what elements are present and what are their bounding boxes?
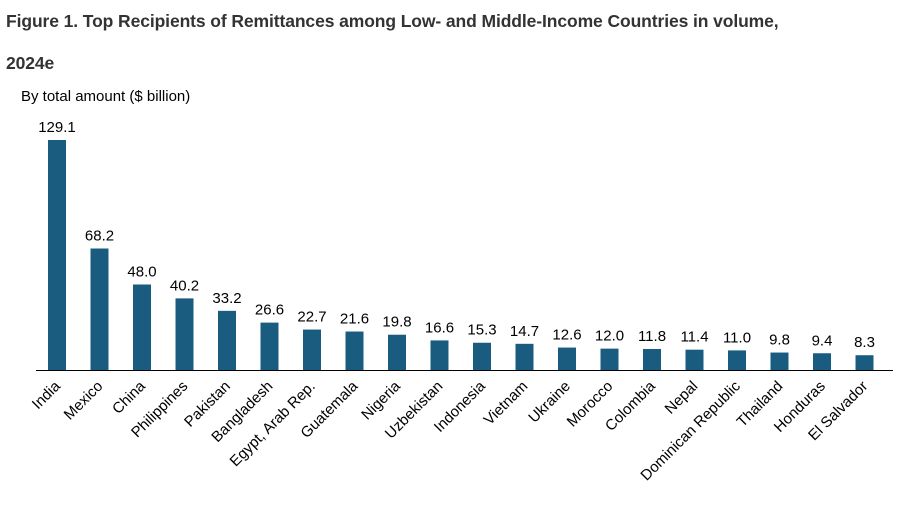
bar-vietnam bbox=[515, 343, 534, 370]
category-label: China bbox=[109, 377, 149, 417]
value-labels-group: 129.1 68.2 48.0 40.2 33.2 26.6 22.7 21.6 19.8 16.… bbox=[38, 119, 875, 351]
bar-guatemala bbox=[345, 331, 364, 370]
category-label: India bbox=[29, 377, 64, 412]
bars-group bbox=[48, 140, 874, 370]
bar-bangladesh bbox=[260, 322, 279, 370]
bar-morocco bbox=[600, 348, 619, 370]
value-label: 48.0 bbox=[127, 263, 156, 280]
bar-ukraine bbox=[558, 347, 576, 370]
bar-dominican-republic bbox=[728, 350, 746, 370]
bar-pakistan bbox=[218, 310, 236, 370]
value-label: 33.2 bbox=[212, 290, 241, 307]
bar-india bbox=[48, 140, 66, 370]
bar-nigeria bbox=[388, 334, 406, 370]
value-label: 9.4 bbox=[812, 332, 833, 349]
value-label: 68.2 bbox=[85, 227, 114, 244]
y-axis-label: By total amount ($ billion) bbox=[21, 88, 190, 105]
value-label: 22.7 bbox=[297, 309, 326, 326]
value-label: 21.6 bbox=[340, 311, 369, 328]
bar-china bbox=[133, 284, 151, 370]
figure-title-line-1: Figure 1. Top Recipients of Remittances … bbox=[6, 11, 779, 31]
bar-egypt-arab-rep bbox=[303, 329, 321, 370]
category-label: Mexico bbox=[61, 378, 107, 424]
bar-indonesia bbox=[473, 342, 491, 370]
value-label: 15.3 bbox=[467, 322, 496, 339]
value-label: 26.6 bbox=[255, 302, 284, 319]
value-label: 14.7 bbox=[510, 323, 539, 340]
value-label: 9.8 bbox=[769, 332, 790, 349]
value-label: 19.8 bbox=[382, 314, 411, 331]
bar-el-salvador bbox=[855, 355, 874, 370]
bar-colombia bbox=[643, 348, 661, 370]
value-label: 16.6 bbox=[425, 319, 454, 336]
figure-title-line-2: 2024e bbox=[6, 53, 55, 73]
value-label: 11.4 bbox=[680, 329, 708, 346]
bar-thailand bbox=[770, 352, 789, 370]
bar-uzbekistan bbox=[430, 340, 449, 370]
category-label: Vietnam bbox=[481, 378, 532, 429]
bar-nepal bbox=[685, 349, 704, 370]
value-label: 8.3 bbox=[854, 334, 875, 351]
value-label: 12.0 bbox=[595, 328, 624, 345]
value-label: 12.6 bbox=[552, 327, 581, 344]
bar-mexico bbox=[90, 248, 109, 370]
bar-philippines bbox=[175, 298, 194, 370]
bar-honduras bbox=[813, 353, 831, 370]
value-label: 40.2 bbox=[170, 277, 199, 294]
category-label: Nepal bbox=[662, 378, 702, 418]
figure-title: Figure 1. Top Recipients of Remittances … bbox=[6, 0, 906, 84]
value-label: 11.8 bbox=[638, 328, 666, 345]
value-label: 11.0 bbox=[723, 329, 751, 346]
value-label: 129.1 bbox=[38, 119, 76, 136]
